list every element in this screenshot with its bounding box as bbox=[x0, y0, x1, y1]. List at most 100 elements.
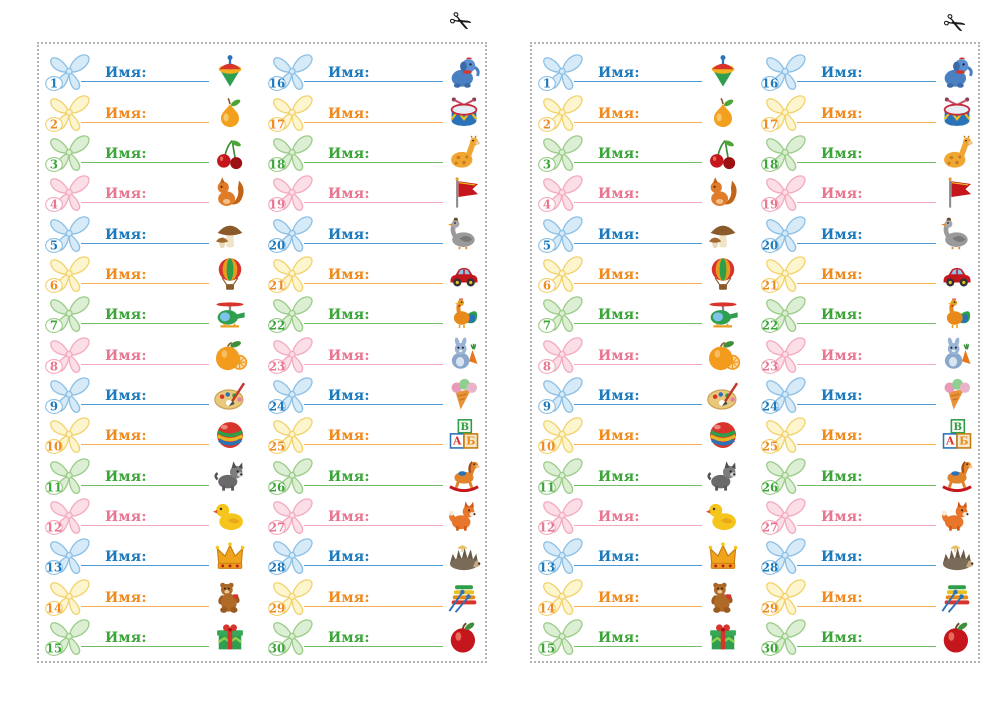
name-label-row: 24 Имя: bbox=[755, 371, 975, 414]
squirrel-icon bbox=[217, 177, 244, 207]
bow-ribbon-icon: 7 bbox=[45, 296, 90, 334]
rocking-horse-icon bbox=[942, 460, 973, 492]
label-number: 28 bbox=[762, 561, 778, 575]
label-number: 18 bbox=[269, 157, 285, 171]
name-write-line: Имя: bbox=[574, 184, 702, 204]
bow-ribbon-icon: 9 bbox=[45, 377, 90, 414]
label-number: 7 bbox=[543, 319, 551, 333]
name-write-line: Имя: bbox=[797, 104, 936, 123]
name-label-row: 7 Имя: bbox=[532, 290, 741, 334]
svg-text:В: В bbox=[461, 421, 470, 433]
name-write-line: Имя: bbox=[81, 588, 209, 607]
bow-ribbon-icon: 23 bbox=[761, 336, 806, 374]
label-number: 24 bbox=[762, 399, 778, 413]
giraffe-icon bbox=[451, 135, 480, 168]
name-label-text: Имя: bbox=[105, 428, 147, 445]
bow-ribbon-icon: 4 bbox=[45, 175, 90, 213]
label-number-badge bbox=[761, 479, 779, 495]
label-number-badge bbox=[45, 358, 63, 374]
name-write-line: Имя: bbox=[574, 104, 702, 123]
cherries-icon bbox=[710, 140, 736, 170]
name-label-text: Имя: bbox=[598, 266, 640, 283]
bow-ribbon-icon: 7 bbox=[538, 296, 583, 334]
label-number: 1 bbox=[50, 77, 58, 91]
label-number: 19 bbox=[762, 198, 778, 212]
label-number-badge bbox=[538, 277, 556, 293]
helicopter-icon bbox=[216, 302, 245, 328]
label-number-badge bbox=[761, 398, 779, 414]
label-number: 14 bbox=[46, 601, 62, 615]
name-label-row: 22 Имя: bbox=[755, 290, 975, 334]
bow-ribbon-icon: 11 bbox=[538, 457, 583, 495]
spinning-top-icon bbox=[711, 55, 735, 87]
bow-ribbon-icon: 12 bbox=[538, 498, 583, 535]
label-number: 9 bbox=[50, 399, 58, 413]
label-number: 3 bbox=[50, 157, 58, 171]
name-label-row: 23 Имя: bbox=[755, 330, 975, 374]
name-write-line: Имя: bbox=[81, 507, 209, 526]
label-column-2: 16 Имя: 17 Имя: 18 Имя: 19 Имя: 20 Имя: 21 Имя: 22 Им… bbox=[262, 44, 485, 661]
name-label-text: Имя: bbox=[821, 387, 863, 404]
label-number-badge bbox=[538, 318, 556, 334]
label-number-badge bbox=[45, 277, 63, 293]
orange-icon bbox=[708, 340, 741, 370]
name-label-text: Имя: bbox=[105, 468, 147, 485]
name-write-line: Имя: bbox=[574, 386, 702, 405]
label-number: 9 bbox=[543, 399, 551, 413]
name-write-line: Имя: bbox=[304, 386, 443, 405]
gift-box-icon bbox=[710, 624, 736, 650]
label-number: 30 bbox=[269, 641, 285, 655]
label-number-badge bbox=[761, 519, 779, 535]
name-label-text: Имя: bbox=[821, 307, 863, 324]
label-number: 5 bbox=[543, 238, 551, 252]
name-label-text: Имя: bbox=[821, 629, 863, 646]
name-write-line: Имя: bbox=[304, 63, 443, 83]
label-number-badge bbox=[268, 479, 286, 495]
name-write-line: Имя: bbox=[304, 104, 443, 123]
name-write-line: Имя: bbox=[797, 426, 936, 446]
name-label-text: Имя: bbox=[598, 145, 640, 162]
name-label-row: 6 Имя: bbox=[39, 250, 248, 293]
label-number: 19 bbox=[269, 198, 285, 212]
hot-air-balloon-icon bbox=[711, 258, 735, 290]
label-number: 22 bbox=[269, 319, 285, 333]
paint-palette-icon bbox=[707, 382, 739, 410]
label-number-badge bbox=[761, 560, 779, 576]
name-label-text: Имя: bbox=[821, 105, 863, 122]
label-number-badge bbox=[761, 277, 779, 293]
label-number: 5 bbox=[50, 238, 58, 252]
label-number-badge bbox=[538, 439, 556, 455]
label-number-badge bbox=[45, 560, 63, 576]
label-number-badge bbox=[45, 439, 63, 455]
label-number: 12 bbox=[539, 520, 555, 534]
label-number: 23 bbox=[762, 359, 778, 373]
rooster-icon bbox=[946, 298, 971, 329]
bow-ribbon-icon: 5 bbox=[538, 215, 583, 253]
label-number-badge bbox=[45, 640, 63, 656]
name-label-text: Имя: bbox=[328, 307, 370, 324]
name-label-text: Имя: bbox=[598, 508, 640, 525]
name-label-text: Имя: bbox=[598, 428, 640, 445]
name-write-line: Имя: bbox=[797, 467, 936, 486]
name-label-row: 25 Имя: В А Б bbox=[755, 411, 975, 455]
label-number: 13 bbox=[46, 561, 62, 575]
svg-text:А: А bbox=[453, 435, 462, 448]
name-label-row: 9 Имя: bbox=[532, 371, 741, 414]
name-label-row: 7 Имя: bbox=[39, 290, 248, 334]
cherries-icon bbox=[217, 140, 243, 170]
name-write-line: Имя: bbox=[797, 547, 936, 567]
flag-icon bbox=[948, 177, 972, 208]
label-number-badge bbox=[761, 318, 779, 334]
name-write-line: Имя: bbox=[797, 386, 936, 405]
name-label-row: 5 Имя: bbox=[532, 209, 741, 253]
label-number-badge bbox=[45, 156, 63, 172]
bow-ribbon-icon: 9 bbox=[538, 377, 583, 414]
giraffe-icon bbox=[944, 135, 973, 168]
crown-icon bbox=[708, 542, 738, 570]
fox-icon bbox=[448, 501, 476, 531]
label-column-1: 1 Имя: 2 Имя: 3 Имя: 4 Имя: 5 Имя: 6 Имя: 7 Имя: 8 Имя:… bbox=[39, 44, 262, 661]
name-label-row: 27 Имя: bbox=[262, 492, 482, 535]
name-write-line: Имя: bbox=[304, 547, 443, 567]
label-number-badge bbox=[761, 358, 779, 374]
label-number-badge bbox=[45, 237, 63, 253]
